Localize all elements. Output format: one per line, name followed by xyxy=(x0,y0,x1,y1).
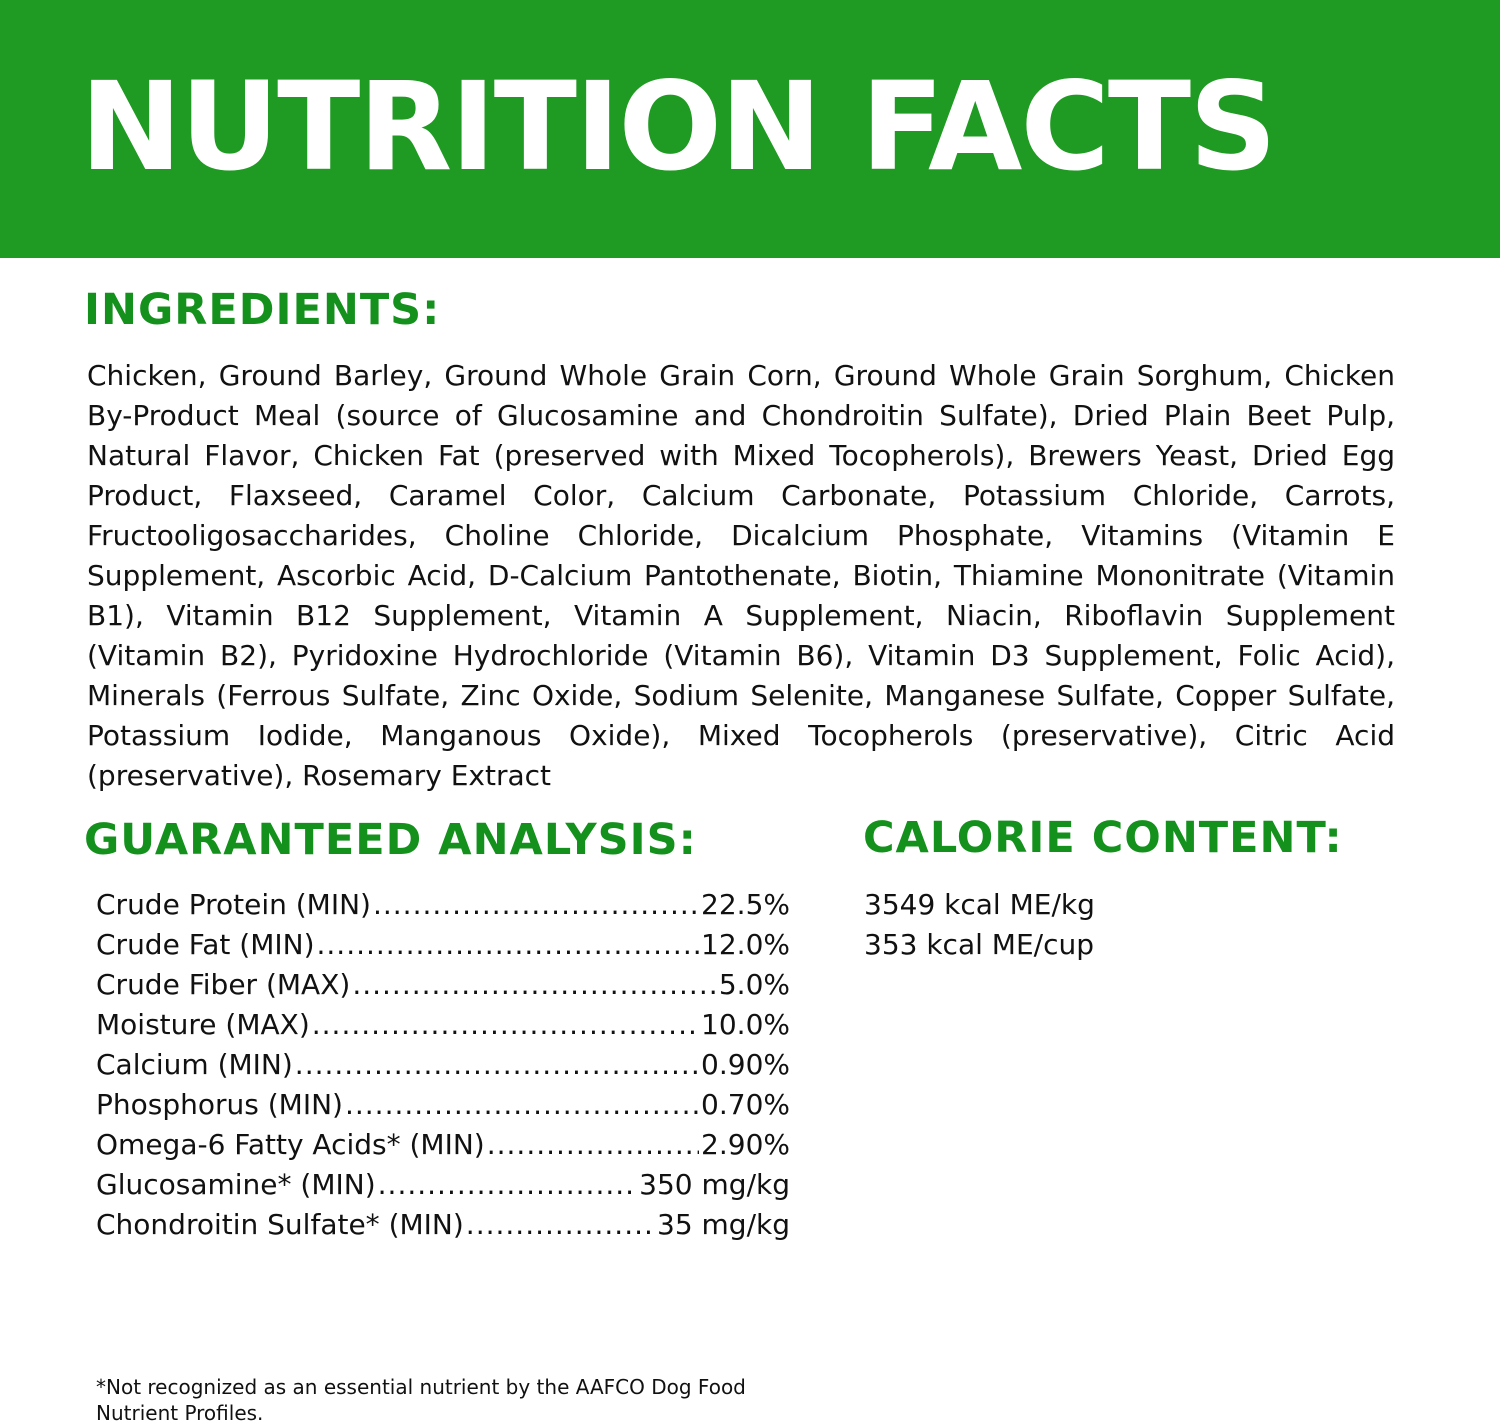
analysis-label: Crude Fiber (MAX) xyxy=(96,968,351,1001)
analysis-row: Crude Fat (MIN) 12.0% xyxy=(96,925,790,965)
guaranteed-analysis-list: Crude Protein (MIN) 22.5% Crude Fat (MIN)… xyxy=(96,885,790,1245)
analysis-row: Crude Protein (MIN) 22.5% xyxy=(96,885,790,925)
dot-leader xyxy=(487,1125,699,1165)
analysis-label: Crude Protein (MIN) xyxy=(96,888,371,921)
page-title: NUTRITION FACTS xyxy=(80,56,1277,198)
calorie-content: 3549 kcal ME/kg 353 kcal ME/cup xyxy=(864,885,1095,965)
dot-leader xyxy=(378,1165,638,1205)
analysis-label: Glucosamine* (MIN) xyxy=(96,1168,376,1201)
analysis-row: Calcium (MIN) 0.90% xyxy=(96,1045,790,1085)
analysis-value: 22.5% xyxy=(701,888,790,921)
analysis-label: Omega-6 Fatty Acids* (MIN) xyxy=(96,1128,485,1161)
dot-leader xyxy=(317,925,700,965)
analysis-label: Phosphorus (MIN) xyxy=(96,1088,343,1121)
analysis-value: 350 mg/kg xyxy=(639,1168,790,1201)
dot-leader xyxy=(352,965,717,1005)
analysis-row: Glucosamine* (MIN) 350 mg/kg xyxy=(96,1165,790,1205)
analysis-row: Phosphorus (MIN) 0.70% xyxy=(96,1085,790,1125)
analysis-value: 0.70% xyxy=(701,1088,790,1121)
ingredients-text: Chicken, Ground Barley, Ground Whole Gra… xyxy=(87,359,1395,792)
analysis-label: Crude Fat (MIN) xyxy=(96,928,315,961)
analysis-value: 12.0% xyxy=(701,928,790,961)
dot-leader xyxy=(373,885,699,925)
ingredients-heading: INGREDIENTS: xyxy=(84,285,441,335)
title-banner: NUTRITION FACTS xyxy=(0,0,1500,258)
analysis-value: 5.0% xyxy=(718,968,790,1001)
analysis-value: 35 mg/kg xyxy=(657,1208,790,1241)
dot-leader xyxy=(466,1205,655,1245)
analysis-row: Chondroitin Sulfate* (MIN) 35 mg/kg xyxy=(96,1205,790,1245)
dot-leader xyxy=(345,1085,699,1125)
calorie-per-kg: 3549 kcal ME/kg xyxy=(864,888,1095,921)
analysis-value: 10.0% xyxy=(701,1008,790,1041)
analysis-label: Moisture (MAX) xyxy=(96,1008,310,1041)
dot-leader xyxy=(295,1045,699,1085)
analysis-value: 2.90% xyxy=(701,1128,790,1161)
analysis-row: Crude Fiber (MAX) 5.0% xyxy=(96,965,790,1005)
analysis-value: 0.90% xyxy=(701,1048,790,1081)
analysis-row: Moisture (MAX) 10.0% xyxy=(96,1005,790,1045)
analysis-label: Chondroitin Sulfate* (MIN) xyxy=(96,1208,464,1241)
calorie-per-cup: 353 kcal ME/cup xyxy=(864,928,1094,961)
footnote: *Not recognized as an essential nutrient… xyxy=(96,1375,746,1425)
dot-leader xyxy=(312,1005,699,1045)
calorie-content-heading: CALORIE CONTENT: xyxy=(863,813,1343,863)
analysis-label: Calcium (MIN) xyxy=(96,1048,293,1081)
analysis-row: Omega-6 Fatty Acids* (MIN) 2.90% xyxy=(96,1125,790,1165)
guaranteed-analysis-heading: GUARANTEED ANALYSIS: xyxy=(84,815,697,865)
